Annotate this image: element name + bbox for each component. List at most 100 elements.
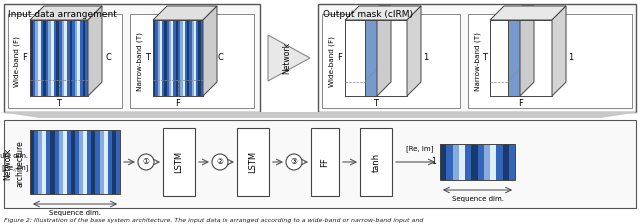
Bar	[34, 130, 38, 194]
Bar	[465, 144, 471, 180]
Bar	[163, 128, 195, 196]
Bar	[490, 144, 496, 180]
Bar	[164, 20, 166, 96]
Bar	[75, 130, 79, 194]
Bar	[187, 20, 189, 96]
Bar	[95, 130, 100, 194]
Bar	[153, 20, 156, 96]
Bar	[87, 130, 92, 194]
Bar	[51, 130, 54, 194]
Polygon shape	[153, 6, 217, 20]
Text: 1: 1	[431, 157, 436, 166]
Bar	[83, 20, 85, 96]
Bar	[345, 20, 407, 96]
Bar	[311, 128, 339, 196]
Polygon shape	[203, 6, 217, 96]
Text: Narrow-band (T): Narrow-band (T)	[137, 32, 143, 91]
Bar	[77, 20, 80, 96]
Text: 1: 1	[423, 54, 428, 62]
Bar	[160, 20, 162, 96]
Bar	[30, 20, 88, 96]
Polygon shape	[30, 6, 102, 20]
Bar	[509, 144, 515, 180]
Text: 1: 1	[568, 54, 573, 62]
Bar	[130, 14, 254, 108]
Text: ①: ①	[143, 157, 149, 166]
Bar	[201, 20, 203, 96]
Text: LSTM: LSTM	[175, 151, 184, 173]
Bar	[71, 130, 75, 194]
Text: ②: ②	[216, 157, 223, 166]
Text: F: F	[175, 99, 180, 108]
Circle shape	[286, 154, 302, 170]
Text: T: T	[374, 99, 378, 108]
Bar	[502, 144, 509, 180]
Bar	[67, 20, 70, 96]
Circle shape	[212, 154, 228, 170]
Bar	[104, 130, 108, 194]
Text: F: F	[22, 54, 27, 62]
Bar	[459, 144, 465, 180]
Bar	[38, 20, 40, 96]
Bar	[92, 130, 95, 194]
Bar	[70, 20, 72, 96]
Bar	[56, 20, 59, 96]
Bar	[322, 14, 460, 108]
Polygon shape	[88, 6, 102, 96]
Bar	[46, 20, 49, 96]
Text: T: T	[56, 99, 61, 108]
Bar	[318, 4, 636, 112]
Bar	[4, 4, 260, 112]
Bar	[4, 120, 636, 208]
Bar	[38, 130, 42, 194]
Bar	[51, 20, 54, 96]
Text: Network: Network	[282, 42, 291, 74]
Polygon shape	[0, 112, 640, 118]
Text: Feature dim.: Feature dim.	[0, 153, 28, 159]
Polygon shape	[365, 6, 391, 20]
Text: Input data arrangement: Input data arrangement	[8, 10, 117, 19]
Polygon shape	[345, 6, 421, 20]
Bar	[180, 20, 182, 96]
Bar	[490, 20, 552, 96]
Bar	[156, 20, 157, 96]
Bar	[198, 20, 201, 96]
Circle shape	[138, 154, 154, 170]
Bar	[85, 20, 88, 96]
Bar	[484, 144, 490, 180]
Bar	[54, 20, 56, 96]
Bar	[30, 130, 120, 194]
Bar	[440, 144, 515, 180]
Bar	[72, 20, 75, 96]
Text: Wide-band (F): Wide-band (F)	[329, 37, 335, 87]
Bar	[30, 20, 33, 96]
Bar	[173, 20, 176, 96]
Bar	[80, 20, 83, 96]
Bar	[79, 130, 83, 194]
Polygon shape	[407, 6, 421, 96]
Bar	[468, 14, 632, 108]
Bar	[237, 128, 269, 196]
Bar	[40, 20, 43, 96]
Bar	[477, 144, 484, 180]
Bar	[63, 130, 67, 194]
Text: Network
architecture: Network architecture	[4, 141, 24, 187]
Text: LSTM: LSTM	[248, 151, 257, 173]
Text: Wide-band (F): Wide-band (F)	[13, 37, 20, 87]
Bar	[471, 144, 477, 180]
Polygon shape	[508, 6, 534, 20]
Polygon shape	[520, 6, 534, 96]
Bar	[360, 128, 392, 196]
Bar	[191, 20, 194, 96]
Bar	[112, 130, 116, 194]
Text: T: T	[145, 54, 150, 62]
Bar	[194, 20, 196, 96]
Bar	[30, 130, 34, 194]
Bar	[178, 20, 180, 96]
Bar	[61, 20, 64, 96]
Bar	[157, 20, 160, 96]
Bar	[185, 20, 187, 96]
Bar	[59, 20, 61, 96]
Bar	[35, 20, 38, 96]
Bar	[365, 20, 377, 96]
